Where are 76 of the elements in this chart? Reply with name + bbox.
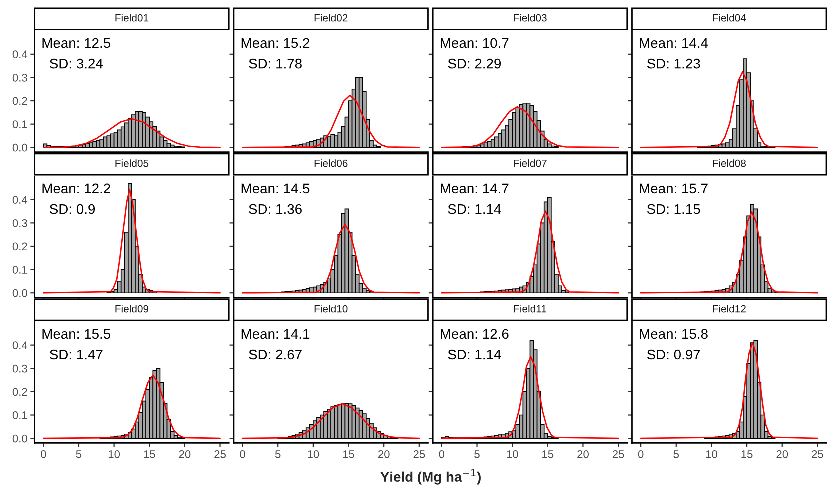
annotation: SD: 3.24 [50, 58, 104, 69]
x-tick-label: 20 [378, 450, 390, 458]
annotation: Mean: 15.5 [42, 329, 111, 340]
chart-title: Field11 [514, 305, 546, 313]
y-tick-label: 0.2 [12, 242, 28, 251]
x-tick-label: 25 [812, 450, 824, 458]
y-tick-label: 0.1 [12, 120, 28, 128]
chart-title: Field02 [314, 14, 348, 22]
annotation: SD: 2.29 [448, 58, 502, 69]
x-tick-label: 15 [144, 450, 156, 458]
annotation: Mean: 14.1 [242, 329, 310, 340]
annotation: SD: 1.14 [448, 350, 502, 360]
x-tick-label: 25 [214, 450, 226, 458]
annotation: Mean: 14.5 [242, 184, 310, 194]
annotation: Mean: 15.8 [640, 329, 708, 340]
x-tick-label: 10 [507, 450, 518, 458]
x-tick-label: 15 [343, 450, 354, 458]
x-tick-label: 15 [742, 450, 753, 458]
annotation: SD: 1.36 [249, 204, 302, 214]
x-tick-label: 5 [275, 450, 281, 458]
x-tick-label: 0 [439, 450, 445, 458]
y-tick-label: 0.4 [12, 196, 28, 204]
annotation: SD: 1.23 [647, 58, 700, 69]
x-tick-label: 25 [612, 450, 624, 458]
x-tick-label: 20 [776, 450, 788, 458]
y-tick-label: 0.1 [12, 266, 28, 274]
chart-title: Field07 [514, 160, 547, 168]
annotation: SD: 1.47 [50, 350, 103, 360]
annotation: SD: 1.15 [647, 204, 700, 214]
annotation: SD: 0.9 [50, 204, 96, 214]
annotation: Mean: 14.4 [640, 38, 708, 48]
annotation: Mean: 12.2 [42, 184, 110, 194]
y-tick-label: 0.3 [12, 74, 28, 82]
annotation: Mean: 14.7 [441, 184, 509, 194]
annotation: Mean: 15.7 [640, 184, 708, 194]
annotation: SD: 1.14 [448, 204, 502, 214]
x-tick-label: 10 [308, 450, 320, 458]
y-tick-label: 0.3 [12, 219, 28, 228]
x-tick-label: 20 [578, 450, 589, 458]
annotation: Mean: 10.7 [441, 38, 509, 48]
x-tick-label: 25 [414, 450, 426, 458]
annotation: SD: 0.97 [647, 350, 700, 360]
x-tick-label: 20 [179, 450, 191, 458]
x-tick-label: 0 [40, 450, 46, 458]
annotation: SD: 2.67 [249, 350, 302, 360]
x-tick-label: 0 [638, 450, 644, 458]
y-tick-label: 0.2 [12, 388, 28, 396]
x-tick-label: 10 [706, 450, 718, 458]
chart-title: Field12 [713, 305, 746, 313]
x-axis-title: Yield (Mg ha$^{−1}$) [380, 469, 481, 485]
chart-title: Field06 [314, 160, 348, 168]
annotation: Mean: 12.5 [42, 38, 111, 48]
y-tick-label: 0.0 [12, 144, 28, 152]
y-tick-label: 0.3 [12, 364, 28, 373]
chart-title: Field03 [514, 14, 547, 22]
y-tick-label: 0.0 [12, 434, 28, 443]
chart-title: Field01 [116, 14, 149, 22]
x-tick-label: 5 [76, 450, 82, 458]
annotation: Mean: 12.6 [441, 329, 509, 340]
y-tick-label: 0.4 [12, 342, 28, 350]
y-tick-label: 0.4 [12, 50, 28, 59]
x-tick-label: 5 [474, 450, 480, 458]
annotation: SD: 1.78 [249, 58, 302, 69]
chart-title: Field04 [713, 14, 746, 22]
chart-title: Field05 [116, 160, 149, 168]
x-tick-label: 5 [674, 450, 680, 458]
annotation: Mean: 15.2 [242, 38, 310, 48]
y-tick-label: 0.2 [12, 97, 28, 106]
chart-title: Field10 [314, 305, 348, 313]
y-tick-label: 0.1 [12, 412, 28, 420]
x-tick-label: 0 [240, 450, 246, 458]
x-tick-label: 10 [108, 450, 120, 458]
chart-title: Field09 [116, 305, 149, 313]
chart-title: Field08 [713, 160, 746, 168]
x-tick-label: 15 [542, 450, 554, 458]
y-tick-label: 0.0 [12, 289, 28, 298]
